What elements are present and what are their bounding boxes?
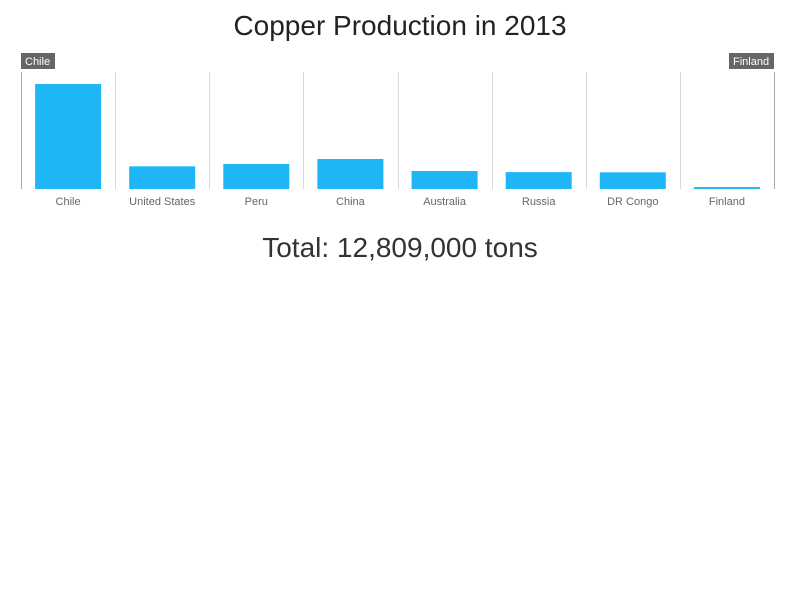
bar-dr-congo[interactable]	[599, 172, 666, 189]
column-dividers	[21, 72, 775, 189]
category-label: China	[336, 196, 366, 208]
edge-label-left: Chile	[21, 53, 55, 69]
total-summary: Total: 12,809,000 tons	[262, 232, 538, 263]
chart-title: Copper Production in 2013	[233, 10, 567, 41]
category-label: DR Congo	[607, 196, 658, 208]
category-label: Russia	[522, 196, 557, 208]
bar-russia[interactable]	[505, 172, 572, 189]
category-label: United States	[129, 196, 196, 208]
edge-label-right-bg	[729, 53, 774, 69]
edge-label-right-text: Finland	[733, 56, 769, 68]
bar-united-states[interactable]	[129, 166, 196, 189]
bar-australia[interactable]	[411, 171, 478, 189]
bar-chile[interactable]	[35, 84, 102, 189]
edge-label-left-text: Chile	[25, 56, 50, 68]
category-label: Peru	[245, 196, 268, 208]
category-label: Australia	[423, 196, 467, 208]
edge-label-left-bg	[21, 53, 55, 69]
edge-label-right: Finland	[729, 53, 774, 69]
bars-group	[35, 84, 760, 189]
category-label: Finland	[709, 196, 745, 208]
bar-finland[interactable]	[693, 187, 760, 189]
category-labels: Chile United States Peru China Australia Russ…	[56, 196, 745, 208]
bar-china[interactable]	[317, 159, 384, 189]
bar-peru[interactable]	[223, 164, 290, 189]
bar-chart: Chile United States Peru China Australia Russ…	[21, 53, 775, 208]
category-label: Chile	[56, 196, 81, 208]
